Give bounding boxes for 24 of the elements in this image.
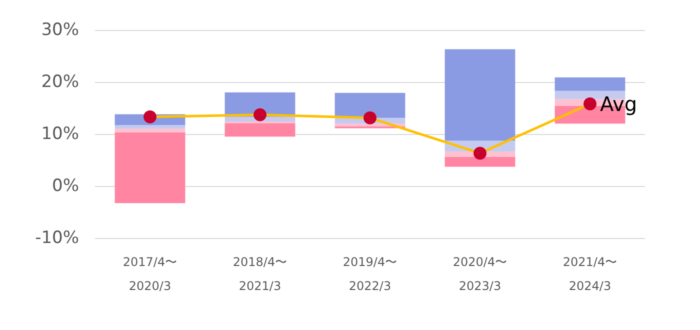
y-tick-label: 20% xyxy=(41,72,79,92)
x-tick-label: 2021/4〜 2024/3 xyxy=(562,255,618,293)
bar xyxy=(444,49,516,141)
bar xyxy=(554,77,626,91)
point xyxy=(144,110,156,124)
x-tick-label: 2018/4〜 2021/3 xyxy=(232,255,288,293)
y-tick-label: 10% xyxy=(41,124,79,144)
bar xyxy=(334,92,406,118)
y-tick-label: -10% xyxy=(35,228,79,248)
x-tick-label: 2020/4〜 2023/3 xyxy=(452,255,508,293)
y-tick-label: 0% xyxy=(52,176,79,196)
bar xyxy=(114,132,186,204)
point xyxy=(254,108,266,122)
bar xyxy=(444,156,516,167)
series-label: Avg xyxy=(600,92,638,116)
x-tick-label: 2019/4〜 2022/3 xyxy=(342,255,398,293)
y-tick-label: 30% xyxy=(41,20,79,40)
point xyxy=(364,111,376,124)
bar xyxy=(224,123,296,137)
point xyxy=(584,97,596,110)
x-tick-label: 2017/4〜 2020/3 xyxy=(122,255,178,293)
point xyxy=(474,146,486,160)
bar xyxy=(114,125,186,129)
bar xyxy=(114,128,186,132)
